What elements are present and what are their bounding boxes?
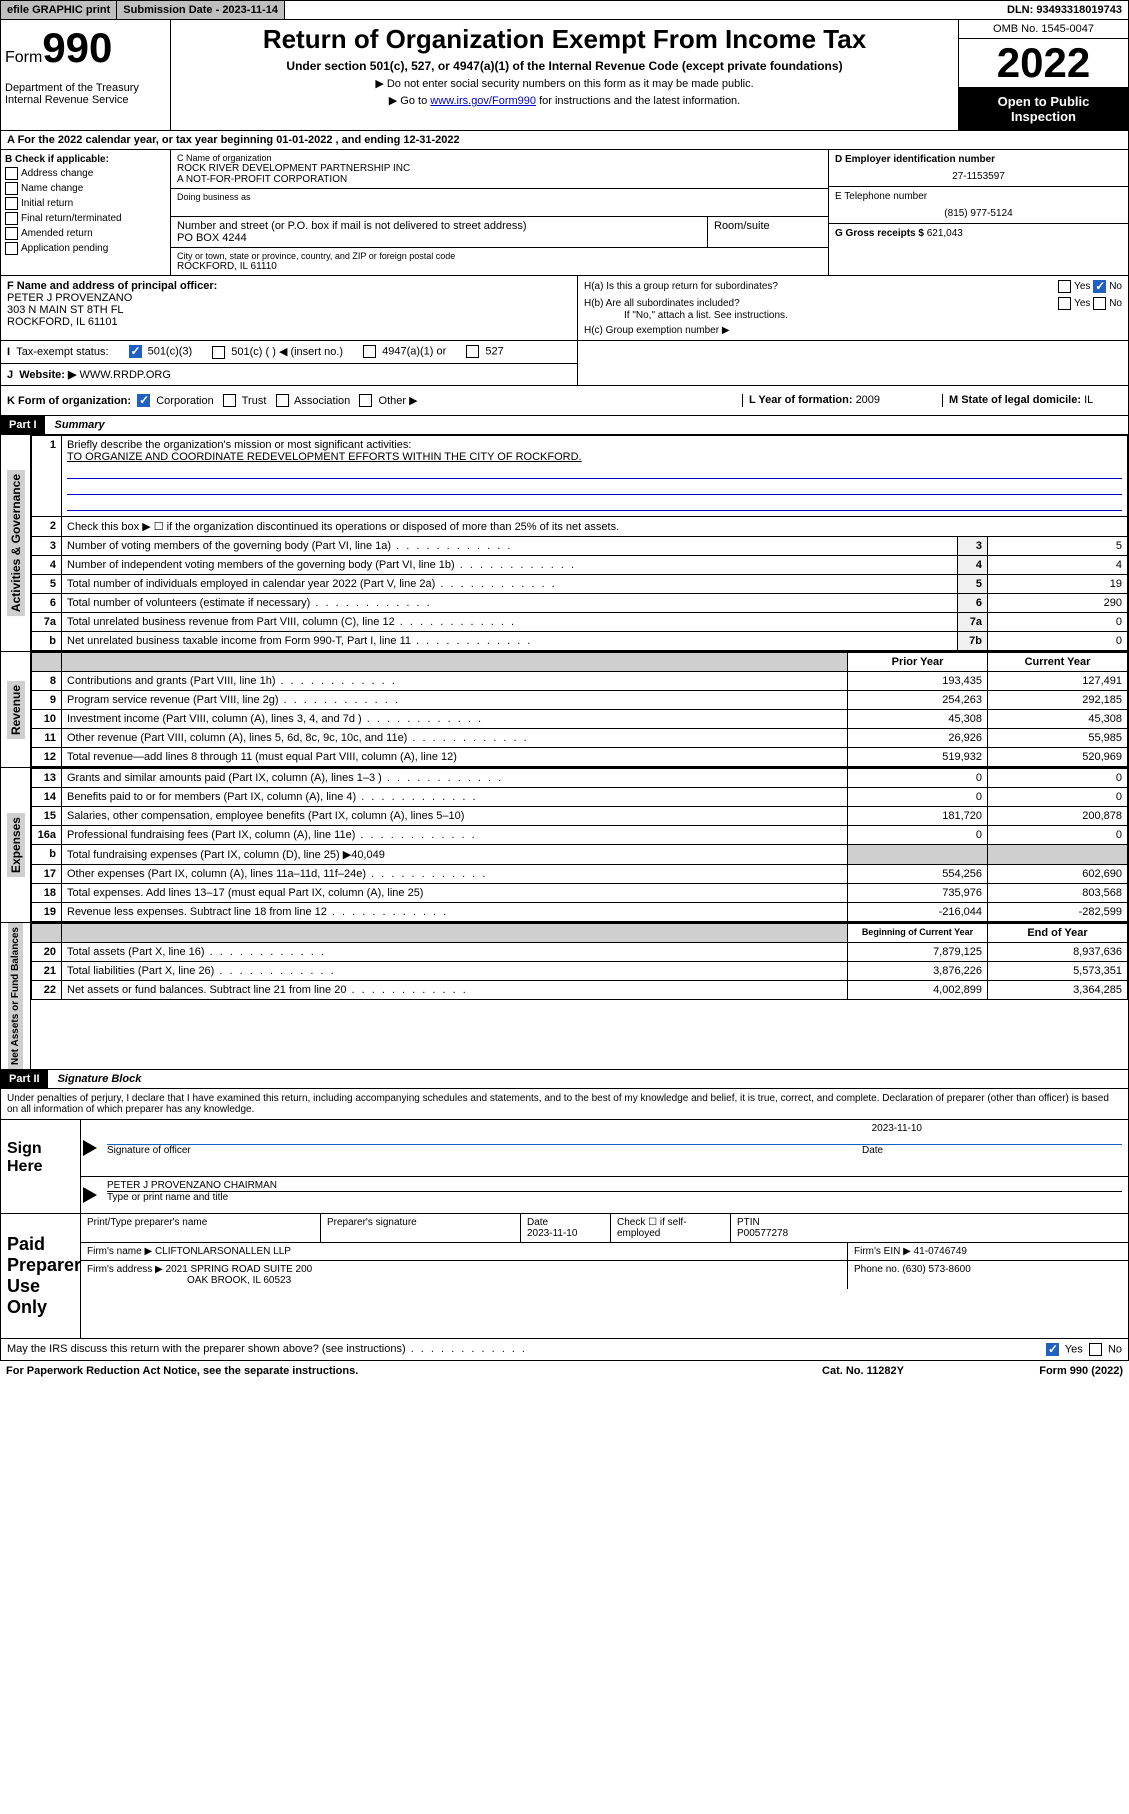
h-a-group-return: H(a) Is this a group return for subordin… (584, 280, 1122, 293)
dba-cell: Doing business as (171, 189, 828, 217)
gross-receipts-cell: G Gross receipts $ 621,043 (829, 224, 1128, 275)
mission-text: TO ORGANIZE AND COORDINATE REDEVELOPMENT… (67, 451, 582, 463)
arrow-icon (83, 1187, 97, 1203)
city-cell: City or town, state or province, country… (171, 248, 828, 275)
check-trust[interactable]: Trust (223, 395, 267, 407)
omb-number: OMB No. 1545-0047 (959, 20, 1128, 39)
check-4947[interactable]: 4947(a)(1) or (363, 345, 446, 358)
h-b-note: If "No," attach a list. See instructions… (624, 310, 1122, 321)
ein-cell: D Employer identification number 27-1153… (829, 150, 1128, 187)
check-name-change[interactable]: Name change (5, 182, 166, 195)
sign-here-block: Sign Here 2023-11-10 Signature of office… (0, 1120, 1129, 1214)
part-1-header: Part I Summary (0, 416, 1129, 435)
phone-cell: E Telephone number (815) 977-5124 (829, 187, 1128, 224)
row-a-tax-year: A For the 2022 calendar year, or tax yea… (0, 131, 1129, 150)
dept-treasury: Department of the Treasury Internal Reve… (5, 82, 166, 106)
form-subtitle: Under section 501(c), 527, or 4947(a)(1)… (175, 59, 954, 73)
dln-text: DLN: 93493318019743 (1001, 1, 1128, 19)
arrow-icon (83, 1140, 97, 1156)
year-formation: L Year of formation: 2009 (742, 394, 942, 408)
discuss-row: May the IRS discuss this return with the… (0, 1339, 1129, 1361)
org-info-grid: B Check if applicable: Address change Na… (0, 150, 1129, 276)
declaration-text: Under penalties of perjury, I declare th… (0, 1089, 1129, 1120)
form-number: Form990 (5, 24, 166, 72)
netassets-section: Net Assets or Fund Balances Beginning of… (0, 923, 1129, 1070)
check-527[interactable]: 527 (466, 345, 503, 358)
form-note-1: ▶ Do not enter social security numbers o… (175, 77, 954, 90)
revenue-section: Revenue Prior YearCurrent Year 8Contribu… (0, 652, 1129, 768)
efile-print-button[interactable]: efile GRAPHIC print (1, 1, 117, 19)
check-discuss-no[interactable]: No (1089, 1343, 1122, 1356)
check-other[interactable]: Other ▶ (359, 395, 417, 407)
form-title: Return of Organization Exempt From Incom… (175, 24, 954, 55)
check-address-change[interactable]: Address change (5, 167, 166, 180)
top-bar: efile GRAPHIC print Submission Date - 20… (0, 0, 1129, 20)
paid-preparer-block: Paid Preparer Use Only Print/Type prepar… (0, 1214, 1129, 1339)
check-discuss-yes[interactable]: Yes (1046, 1343, 1083, 1356)
col-b-checkboxes: B Check if applicable: Address change Na… (1, 150, 171, 275)
submission-date-button[interactable]: Submission Date - 2023-11-14 (117, 1, 285, 19)
part-2-header: Part II Signature Block (0, 1070, 1129, 1089)
open-inspection: Open to Public Inspection (959, 88, 1128, 130)
check-association[interactable]: Association (276, 395, 351, 407)
row-f-h: F Name and address of principal officer:… (0, 276, 1129, 341)
check-application-pending[interactable]: Application pending (5, 242, 166, 255)
check-corporation[interactable]: Corporation (137, 395, 214, 407)
expenses-section: Expenses 13Grants and similar amounts pa… (0, 768, 1129, 923)
check-initial-return[interactable]: Initial return (5, 197, 166, 210)
check-501c3[interactable]: 501(c)(3) (129, 345, 193, 358)
h-c-exemption: H(c) Group exemption number ▶ (584, 325, 1122, 336)
irs-link[interactable]: www.irs.gov/Form990 (430, 95, 536, 107)
org-name-cell: C Name of organization ROCK RIVER DEVELO… (171, 150, 828, 189)
row-i-j: I Tax-exempt status: 501(c)(3) 501(c) ( … (0, 341, 1129, 386)
state-domicile: M State of legal domicile: IL (942, 394, 1122, 408)
check-final-return[interactable]: Final return/terminated (5, 212, 166, 225)
room-cell: Room/suite (708, 217, 828, 247)
check-amended-return[interactable]: Amended return (5, 227, 166, 240)
governance-section: Activities & Governance 1 Briefly descri… (0, 435, 1129, 652)
form-header: Form990 Department of the Treasury Inter… (0, 20, 1129, 131)
website-row: J Website: ▶ WWW.RRDP.ORG (1, 364, 577, 385)
h-b-subordinates: H(b) Are all subordinates included? Yes … (584, 297, 1122, 310)
row-k: K Form of organization: Corporation Trus… (0, 386, 1129, 417)
street-cell: Number and street (or P.O. box if mail i… (171, 217, 708, 247)
footer-bottom: For Paperwork Reduction Act Notice, see … (0, 1361, 1129, 1381)
tax-year: 2022 (959, 39, 1128, 88)
check-501c[interactable]: 501(c) ( ) ◀ (insert no.) (212, 345, 343, 359)
form-note-2: ▶ Go to www.irs.gov/Form990 for instruct… (175, 94, 954, 107)
principal-officer: F Name and address of principal officer:… (1, 276, 578, 340)
